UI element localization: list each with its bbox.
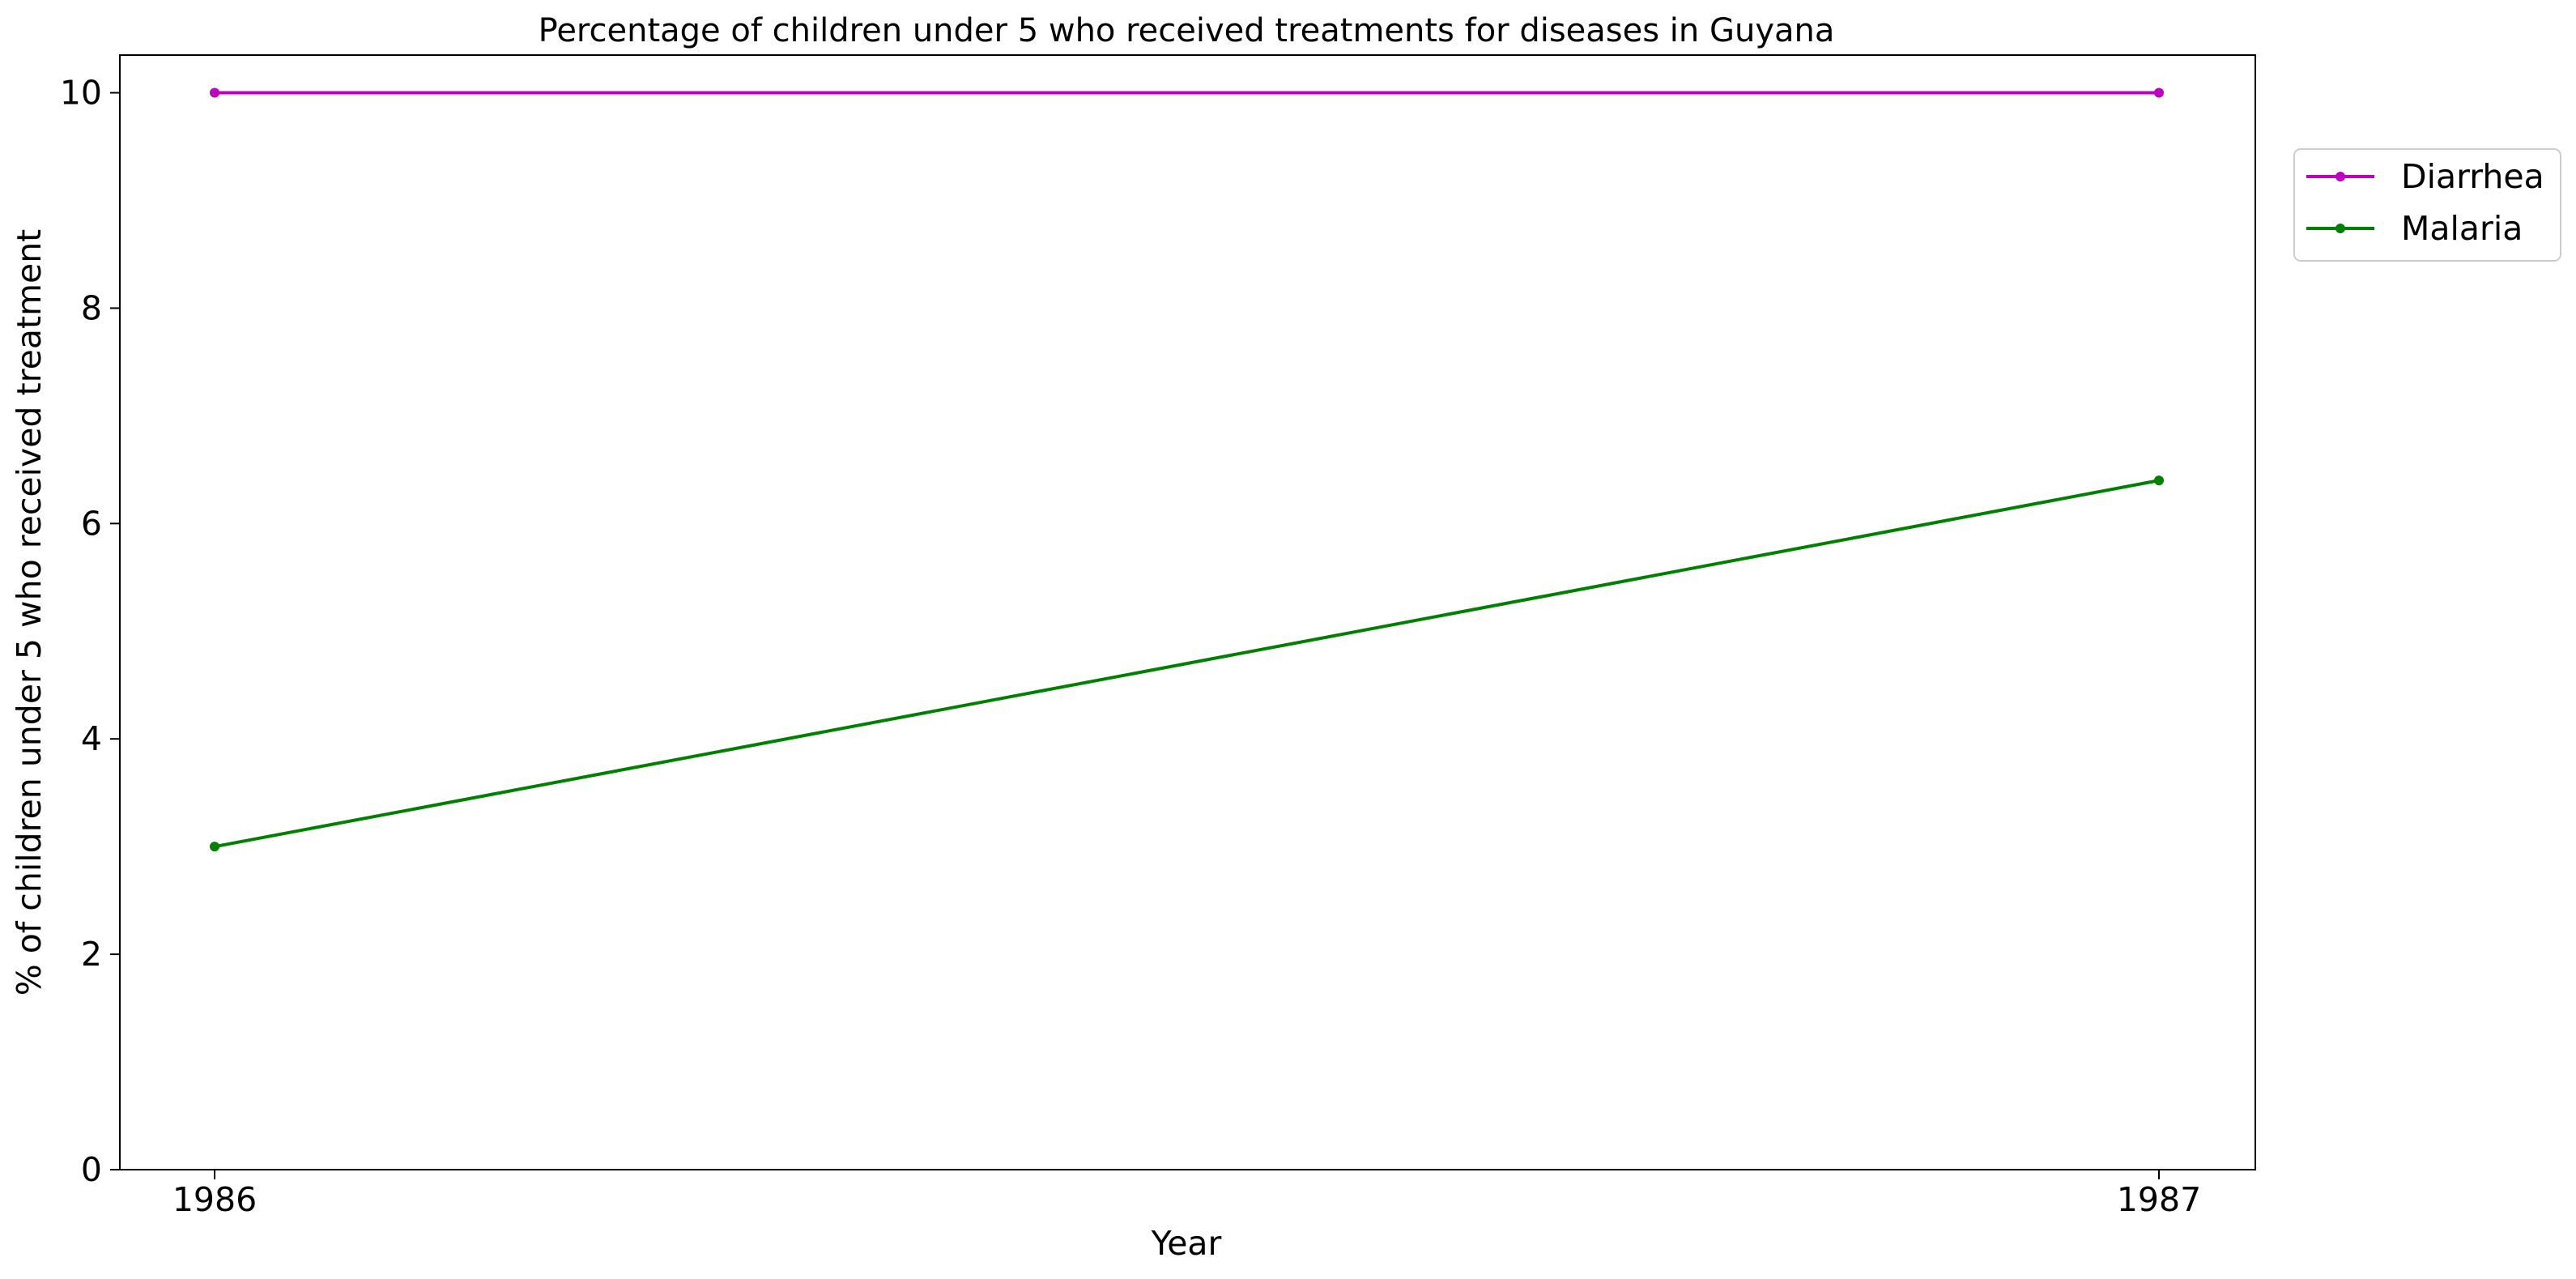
y-axis: 0 2 4 6 8 10 bbox=[60, 74, 120, 1189]
y-tick-label: 8 bbox=[81, 288, 102, 327]
plot-frame bbox=[119, 54, 2256, 1170]
y-tick-label: 10 bbox=[60, 74, 102, 113]
y-tick-label: 2 bbox=[81, 935, 102, 974]
x-axis-label: Year bbox=[1151, 1224, 1222, 1263]
legend-label-malaria: Malaria bbox=[2401, 209, 2523, 248]
y-tick-label: 6 bbox=[81, 504, 102, 543]
legend-marker-malaria bbox=[2335, 224, 2345, 233]
data-point-diarrhea bbox=[2154, 87, 2164, 98]
x-tick-label: 1987 bbox=[2117, 1180, 2201, 1219]
series-layer bbox=[210, 87, 2164, 852]
data-point-malaria bbox=[210, 842, 219, 852]
legend-label-diarrhea: Diarrhea bbox=[2401, 157, 2544, 196]
legend: Diarrhea Malaria bbox=[2293, 148, 2561, 262]
plot-area bbox=[119, 54, 2256, 1170]
data-point-diarrhea bbox=[210, 87, 219, 98]
legend-marker-diarrhea bbox=[2335, 172, 2345, 181]
y-axis-label: % of children under 5 who received treat… bbox=[10, 229, 49, 996]
x-axis: 1986 1987 bbox=[172, 1170, 2201, 1219]
y-tick-label: 4 bbox=[81, 719, 102, 758]
chart-title: Percentage of children under 5 who recei… bbox=[539, 12, 1835, 49]
series-line-malaria bbox=[214, 479, 2160, 849]
data-point-malaria bbox=[2154, 475, 2164, 486]
y-tick-label: 0 bbox=[81, 1150, 102, 1189]
x-tick-label: 1986 bbox=[172, 1180, 257, 1219]
